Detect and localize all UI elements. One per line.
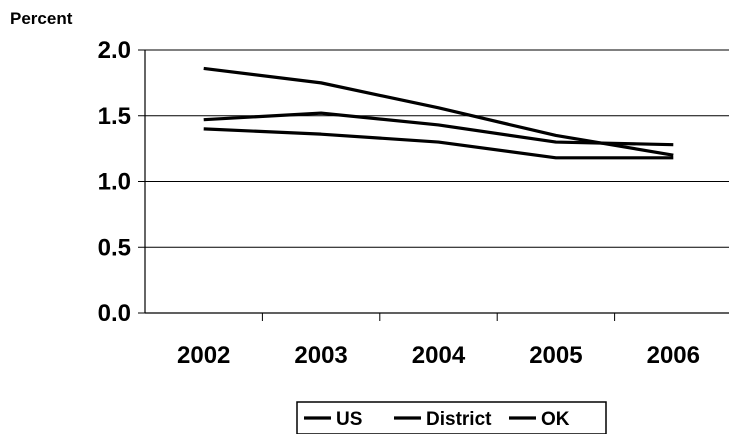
y-tick-label: 0.5 [98, 234, 131, 261]
series-line-ok [203, 127, 674, 160]
legend-label: US [336, 409, 362, 430]
legend-label: District [426, 409, 492, 430]
gridlines [145, 49, 729, 248]
x-tick-labels: 2002 2003 2004 2005 2006 [177, 342, 700, 369]
y-axis-label: Percent [10, 9, 73, 28]
legend-label: OK [541, 409, 570, 430]
x-tick-label: 2006 [647, 342, 700, 369]
x-tick-label: 2005 [529, 342, 582, 369]
x-tick-label: 2004 [412, 342, 466, 369]
series-lines [203, 66, 674, 160]
y-tick-label: 1.0 [98, 169, 131, 196]
y-tick-label: 1.5 [98, 103, 131, 130]
legend-box [296, 401, 607, 434]
y-tick-label: 0.0 [98, 300, 131, 327]
y-tick-labels: 0.0 0.5 1.0 1.5 2.0 [98, 37, 131, 327]
x-tick-label: 2002 [177, 342, 230, 369]
x-tick-label: 2003 [294, 342, 347, 369]
series-line-district [203, 111, 674, 147]
legend: US District OK [296, 401, 607, 434]
y-tick-label: 2.0 [98, 37, 131, 64]
axes [138, 49, 729, 321]
